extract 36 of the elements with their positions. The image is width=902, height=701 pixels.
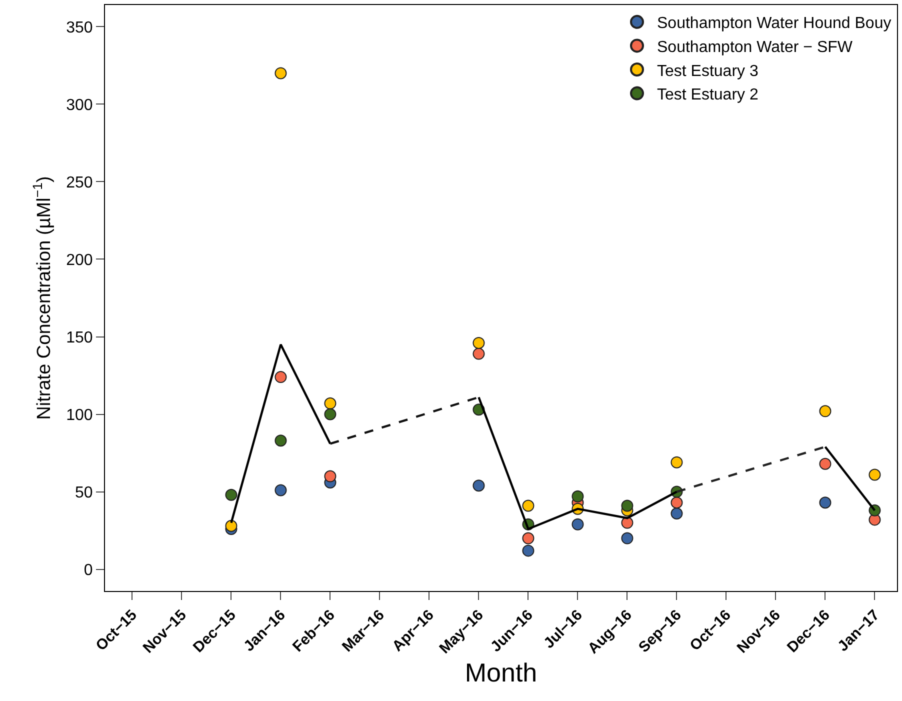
- point: [472, 348, 485, 360]
- point: [621, 500, 634, 512]
- point: [274, 434, 287, 447]
- point: [274, 67, 287, 80]
- point: [621, 532, 634, 544]
- y-tick-label: 300: [66, 96, 93, 114]
- y-tick-label: 50: [75, 484, 93, 502]
- point: [572, 518, 584, 530]
- y-tick-label: 350: [66, 19, 93, 36]
- point: [225, 488, 238, 501]
- point: [274, 371, 287, 384]
- point: [670, 507, 683, 520]
- point: [670, 496, 683, 509]
- y-tick-label: 250: [66, 174, 93, 192]
- y-tick-label: 0: [84, 562, 93, 579]
- y-tick-label: 150: [66, 329, 93, 346]
- legend-label: Test Estuary 2: [657, 86, 758, 104]
- point: [522, 532, 534, 544]
- legend-label: Southampton Water Hound Bouy: [657, 15, 892, 32]
- point: [324, 397, 336, 410]
- point: [324, 408, 336, 420]
- point: [472, 336, 485, 349]
- point: [274, 484, 287, 496]
- point: [324, 470, 336, 482]
- legend-label: Southampton Water − SFW: [657, 38, 854, 56]
- point: [572, 490, 584, 502]
- point: [522, 544, 534, 557]
- y-tick-label: 100: [66, 406, 93, 424]
- point: [670, 456, 683, 468]
- y-tick-label: 200: [66, 252, 93, 269]
- legend-label: Test Estuary 3: [657, 62, 758, 80]
- point: [472, 480, 485, 492]
- point: [225, 520, 238, 532]
- point: [522, 500, 534, 512]
- x-axis-title: Month: [464, 657, 538, 688]
- point: [819, 405, 832, 418]
